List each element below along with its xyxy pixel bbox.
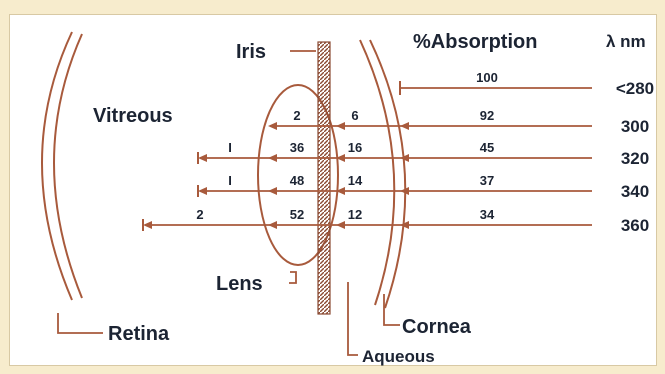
lens-absorption-value: 2	[293, 108, 300, 123]
cornea-absorption-value: 45	[480, 140, 494, 155]
retina-inner-arc	[53, 33, 83, 299]
aqueous-arrowhead	[336, 187, 345, 195]
cornea-outer-arc	[369, 39, 407, 309]
aqueous-label: Aqueous	[362, 347, 435, 366]
aqueous-arrowhead	[336, 154, 345, 162]
cornea-arrowhead	[400, 187, 409, 195]
vitreous-arrowhead	[198, 154, 207, 162]
aqueous-arrowhead	[336, 122, 345, 130]
leader-lines	[57, 50, 400, 356]
vitreous-absorption-value: I	[228, 173, 232, 188]
cornea-inner-arc	[359, 39, 396, 306]
aqueous-absorption-value: 14	[348, 173, 363, 188]
lens-absorption-value: 48	[290, 173, 304, 188]
wavelength-label: 340	[621, 182, 649, 201]
lens-absorption-value: 36	[290, 140, 304, 155]
wavelength-label: 300	[621, 117, 649, 136]
wavelength-label: 360	[621, 216, 649, 235]
aqueous-absorption-value: 12	[348, 207, 362, 222]
eye-structures	[41, 31, 407, 309]
lens-shape	[257, 84, 339, 266]
lens-arrowhead	[268, 154, 277, 162]
iris-label: Iris	[236, 41, 266, 63]
absorption-rows: 100 <280 92 6 2 300 45 16 36 I 320 37 14 48 I 340 34 12 52…	[142, 70, 654, 235]
cornea-absorption-value: 37	[480, 173, 494, 188]
wavelength-label: <280	[616, 79, 654, 98]
cornea-label: Cornea	[402, 316, 472, 338]
aqueous-arrowhead	[336, 221, 345, 229]
cornea-absorption-value: 34	[480, 207, 495, 222]
lens-label: Lens	[216, 273, 263, 295]
vitreous-label: Vitreous	[93, 105, 173, 127]
vitreous-absorption-value: I	[228, 140, 232, 155]
figure-panel	[9, 14, 657, 366]
lens-arrowhead	[268, 187, 277, 195]
cornea-arrowhead	[400, 221, 409, 229]
vitreous-arrowhead	[143, 221, 152, 229]
vitreous-absorption-value: 2	[196, 207, 203, 222]
absorption-header: %Absorption	[413, 31, 537, 53]
lens-arrowhead	[268, 122, 277, 130]
cornea-absorption-value: 92	[480, 108, 494, 123]
cornea-arrowhead	[400, 154, 409, 162]
retina-outer-arc	[41, 31, 73, 301]
aqueous-absorption-value: 16	[348, 140, 362, 155]
lambda-header: λ nm	[606, 32, 646, 51]
cornea-absorption-value: 100	[476, 70, 498, 85]
cornea-arrowhead	[400, 122, 409, 130]
retina-label: Retina	[108, 323, 170, 345]
lens-arrowhead	[268, 221, 277, 229]
iris-bar	[317, 41, 331, 315]
wavelength-label: 320	[621, 149, 649, 168]
lens-absorption-value: 52	[290, 207, 304, 222]
aqueous-absorption-value: 6	[351, 108, 358, 123]
vitreous-arrowhead	[198, 187, 207, 195]
